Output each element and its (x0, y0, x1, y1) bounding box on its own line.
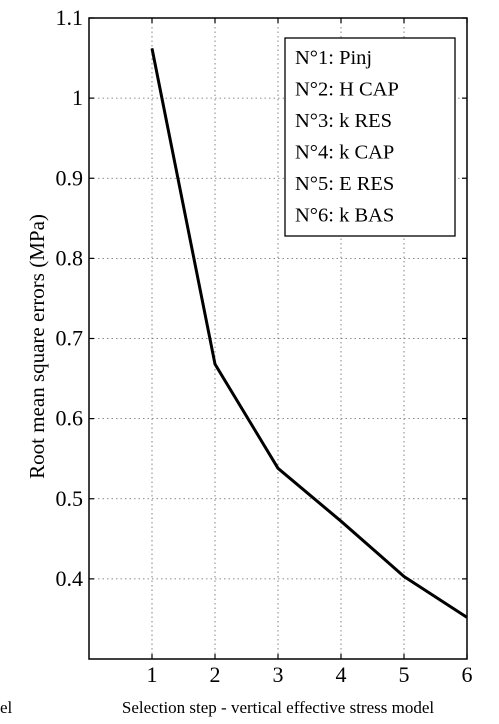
series-line (150, 48, 468, 619)
y-tick-label: 1 (72, 85, 83, 110)
data-point (403, 575, 405, 577)
x-tick-label: 2 (210, 662, 221, 687)
y-tick-label: 0.9 (56, 165, 84, 190)
data-point (340, 520, 342, 522)
x-tick-labels: 1 2 3 4 5 6 (147, 662, 473, 687)
axis-ticks (89, 17, 468, 659)
x-tick-label: 5 (399, 662, 410, 687)
y-tick-label: 1.1 (56, 5, 84, 30)
y-axis-title: Root mean square errors (MPa) (25, 214, 49, 479)
legend-entry: N°3: k RES (295, 110, 392, 132)
y-tick-label: 0.8 (56, 245, 84, 270)
y-tick-labels: 0.4 0.5 0.6 0.7 0.8 0.9 1 1.1 (56, 5, 84, 591)
x-tick-label: 1 (147, 662, 158, 687)
legend-entry: N°2: H CAP (295, 79, 399, 101)
x-axis-title-fragment: el (0, 698, 13, 717)
y-tick-label: 0.6 (56, 406, 84, 431)
x-axis-title: Selection step - vertical effective stre… (122, 698, 434, 717)
legend-box (284, 37, 456, 237)
legend-entry: N°1: Pinj (295, 47, 372, 69)
legend: N°1: Pinj N°2: H CAP N°3: k RES N°4: k CAP N… (284, 37, 456, 237)
x-tick-label: 6 (462, 662, 473, 687)
series (150, 47, 468, 619)
y-tick-label: 0.5 (56, 486, 84, 511)
grid-lines (89, 18, 467, 659)
data-point (277, 467, 279, 469)
data-point (214, 363, 216, 365)
x-tick-label: 4 (336, 662, 347, 687)
y-tick-label: 0.7 (56, 326, 84, 351)
data-point (466, 616, 468, 618)
y-tick-label: 0.4 (56, 566, 84, 591)
legend-entry: N°6: k BAS (295, 205, 394, 227)
data-point (151, 47, 153, 49)
legend-entry: N°5: E RES (295, 173, 394, 195)
x-tick-label: 3 (273, 662, 284, 687)
legend-entry: N°4: k CAP (295, 142, 394, 164)
